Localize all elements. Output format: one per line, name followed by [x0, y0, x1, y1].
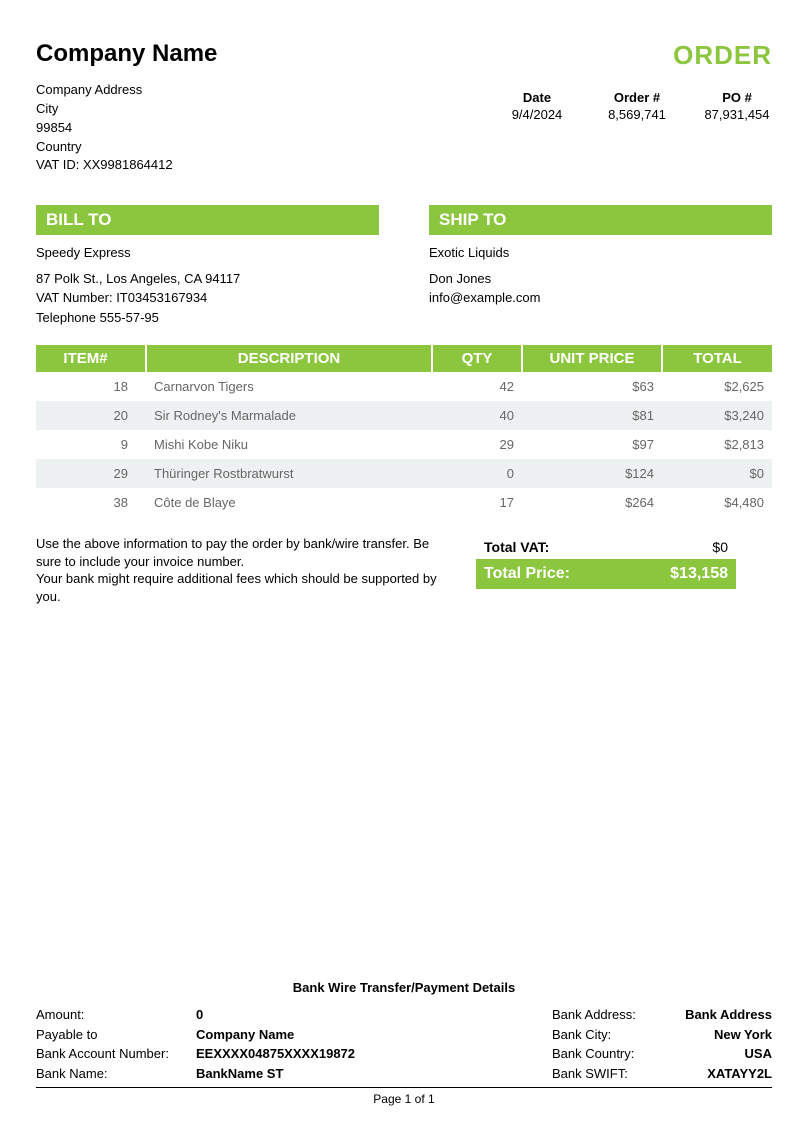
cell-desc: Mishi Kobe Niku: [146, 430, 432, 459]
th-desc: DESCRIPTION: [146, 345, 432, 372]
bank-label: Bank Country:: [552, 1044, 662, 1064]
bank-label: Bank SWIFT:: [552, 1064, 662, 1084]
ship-to-line: info@example.com: [429, 288, 772, 308]
cell-qty: 42: [432, 372, 522, 401]
ship-to-line: Don Jones: [429, 269, 772, 289]
total-price-value: $13,158: [670, 565, 728, 583]
bank-row: Bank SWIFT:XATAYY2L: [552, 1064, 772, 1084]
bank-details-title: Bank Wire Transfer/Payment Details: [36, 980, 772, 995]
cell-total: $4,480: [662, 488, 772, 517]
meta-po-label: PO #: [702, 90, 772, 105]
bank-label: Bank City:: [552, 1025, 662, 1045]
order-title: ORDER: [673, 40, 772, 71]
meta-order-value: 8,569,741: [602, 107, 672, 122]
cell-item: 9: [36, 430, 146, 459]
total-vat-value: $0: [712, 539, 728, 555]
company-name: Company Name: [36, 40, 217, 68]
bank-row: Amount:0: [36, 1005, 355, 1025]
cell-item: 29: [36, 459, 146, 488]
bank-value: XATAYY2L: [662, 1064, 772, 1084]
cell-qty: 40: [432, 401, 522, 430]
cell-unit: $63: [522, 372, 662, 401]
bank-label: Bank Account Number:: [36, 1044, 196, 1064]
cell-item: 20: [36, 401, 146, 430]
bill-to-name: Speedy Express: [36, 243, 379, 263]
th-unit: UNIT PRICE: [522, 345, 662, 372]
bank-row: Bank Country:USA: [552, 1044, 772, 1064]
table-row: 18Carnarvon Tigers42$63$2,625: [36, 372, 772, 401]
table-row: 20Sir Rodney's Marmalade40$81$3,240: [36, 401, 772, 430]
cell-item: 18: [36, 372, 146, 401]
cell-item: 38: [36, 488, 146, 517]
th-qty: QTY: [432, 345, 522, 372]
items-table: ITEM# DESCRIPTION QTY UNIT PRICE TOTAL 1…: [36, 345, 772, 517]
bank-details-grid: Amount:0Payable toCompany NameBank Accou…: [36, 1005, 772, 1088]
bank-value: Company Name: [196, 1025, 294, 1045]
meta-date-label: Date: [502, 90, 572, 105]
table-row: 29Thüringer Rostbratwurst0$124$0: [36, 459, 772, 488]
page-number: Page 1 of 1: [36, 1092, 772, 1106]
cell-desc: Sir Rodney's Marmalade: [146, 401, 432, 430]
cell-unit: $81: [522, 401, 662, 430]
total-vat-label: Total VAT:: [484, 539, 549, 555]
company-country: Country: [36, 138, 772, 157]
company-vat: VAT ID: XX9981864412: [36, 156, 772, 175]
bank-label: Bank Name:: [36, 1064, 196, 1084]
cell-unit: $124: [522, 459, 662, 488]
note-line: Your bank might require additional fees …: [36, 570, 456, 605]
bank-value: New York: [662, 1025, 772, 1045]
ship-to-name: Exotic Liquids: [429, 243, 772, 263]
bank-label: Bank Address:: [552, 1005, 662, 1025]
bank-row: Bank Account Number:EEXXXX04875XXXX19872: [36, 1044, 355, 1064]
total-price-label: Total Price:: [484, 565, 570, 583]
bank-label: Amount:: [36, 1005, 196, 1025]
bank-value: EEXXXX04875XXXX19872: [196, 1044, 355, 1064]
cell-desc: Côte de Blaye: [146, 488, 432, 517]
totals-block: Total VAT: $0 Total Price: $13,158: [476, 535, 736, 605]
bill-to-block: Speedy Express 87 Polk St., Los Angeles,…: [36, 243, 379, 327]
bank-row: Bank City:New York: [552, 1025, 772, 1045]
bank-row: Bank Address:Bank Address: [552, 1005, 772, 1025]
bill-to-line: VAT Number: IT03453167934: [36, 288, 379, 308]
note-line: Use the above information to pay the ord…: [36, 535, 456, 570]
cell-total: $0: [662, 459, 772, 488]
table-row: 9Mishi Kobe Niku29$97$2,813: [36, 430, 772, 459]
cell-unit: $97: [522, 430, 662, 459]
cell-desc: Thüringer Rostbratwurst: [146, 459, 432, 488]
bank-value: 0: [196, 1005, 203, 1025]
cell-total: $3,240: [662, 401, 772, 430]
cell-total: $2,813: [662, 430, 772, 459]
bank-label: Payable to: [36, 1025, 196, 1045]
bank-value: Bank Address: [662, 1005, 772, 1025]
cell-total: $2,625: [662, 372, 772, 401]
bank-value: USA: [662, 1044, 772, 1064]
payment-note: Use the above information to pay the ord…: [36, 535, 456, 605]
th-total: TOTAL: [662, 345, 772, 372]
meta-date-value: 9/4/2024: [502, 107, 572, 122]
bank-row: Payable toCompany Name: [36, 1025, 355, 1045]
table-row: 38Côte de Blaye17$264$4,480: [36, 488, 772, 517]
bill-to-header: BILL TO: [36, 205, 379, 235]
cell-unit: $264: [522, 488, 662, 517]
bank-value: BankName ST: [196, 1064, 283, 1084]
bill-to-line: Telephone 555-57-95: [36, 308, 379, 328]
cell-desc: Carnarvon Tigers: [146, 372, 432, 401]
bank-row: Bank Name:BankName ST: [36, 1064, 355, 1084]
bill-to-line: 87 Polk St., Los Angeles, CA 94117: [36, 269, 379, 289]
ship-to-header: SHIP TO: [429, 205, 772, 235]
meta-order-label: Order #: [602, 90, 672, 105]
cell-qty: 0: [432, 459, 522, 488]
th-item: ITEM#: [36, 345, 146, 372]
order-meta: Date 9/4/2024 Order # 8,569,741 PO # 87,…: [502, 90, 772, 122]
cell-qty: 29: [432, 430, 522, 459]
meta-po-value: 87,931,454: [702, 107, 772, 122]
ship-to-block: Exotic Liquids Don Jones info@example.co…: [429, 243, 772, 308]
cell-qty: 17: [432, 488, 522, 517]
